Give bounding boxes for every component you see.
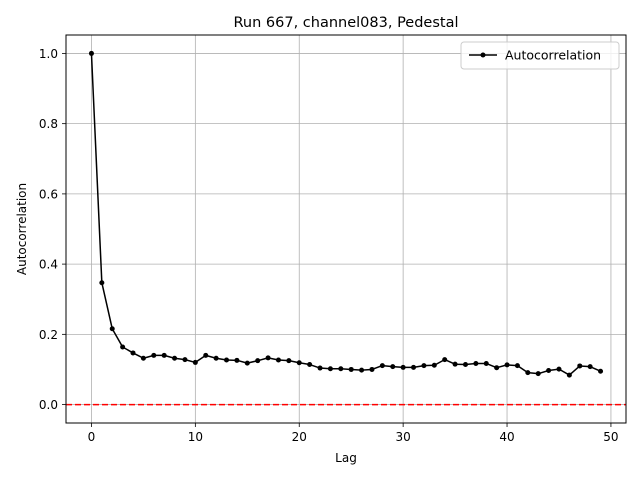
legend-box [460, 41, 620, 70]
data-point [369, 366, 375, 372]
data-point [172, 355, 178, 361]
data-point [307, 362, 313, 368]
data-point [99, 280, 105, 286]
data-point [161, 352, 167, 358]
x-tick-label: 40 [499, 430, 514, 444]
x-tick-label: 20 [292, 430, 307, 444]
data-point [120, 344, 126, 350]
data-point [224, 357, 230, 363]
data-point [452, 361, 458, 367]
legend-label: Autocorrelation [505, 48, 601, 63]
data-point [421, 363, 427, 369]
data-point [286, 358, 292, 364]
data-point [525, 370, 531, 376]
x-tick-label: 0 [88, 430, 96, 444]
data-point [88, 50, 94, 56]
legend: Autocorrelation [460, 41, 620, 70]
data-point [411, 364, 417, 370]
legend-marker-swatch [480, 52, 486, 58]
data-point [514, 363, 520, 369]
data-point [556, 366, 562, 372]
data-point [317, 365, 323, 371]
data-point [390, 364, 396, 370]
data-point [504, 362, 510, 368]
data-point [140, 355, 146, 361]
plot-area [66, 35, 626, 423]
data-point [255, 358, 261, 364]
y-tick-label: 0.4 [39, 258, 58, 272]
data-point [359, 367, 365, 373]
data-point [109, 326, 115, 332]
chart-title: Run 667, channel083, Pedestal [233, 15, 458, 31]
plot-frame [65, 34, 627, 424]
y-tick-label: 0.6 [39, 187, 58, 201]
data-point [244, 360, 250, 366]
data-point [130, 350, 136, 356]
data-point [494, 365, 500, 371]
data-point [275, 357, 281, 363]
data-point [587, 364, 593, 370]
data-point [348, 366, 354, 372]
tick-layer: 0 10 20 30 40 50 0.0 0.2 0.4 0.6 0.8 1.0 [39, 47, 619, 444]
data-point [546, 368, 552, 374]
data-point [379, 363, 385, 369]
data-point [483, 360, 489, 366]
data-point [462, 362, 468, 368]
data-point [151, 352, 157, 358]
y-tick-label: 0.0 [39, 398, 58, 412]
y-tick-label: 1.0 [39, 47, 58, 61]
data-point [442, 357, 448, 363]
data-point [535, 371, 541, 377]
data-point [192, 359, 198, 365]
y-axis-label: Autocorrelation [15, 183, 29, 275]
data-point [327, 366, 333, 372]
data-point [213, 355, 219, 361]
data-point [577, 363, 583, 369]
data-point [566, 372, 572, 378]
series-layer [88, 50, 604, 378]
data-point [296, 360, 302, 366]
data-point [431, 362, 437, 368]
data-point [203, 352, 209, 358]
data-point [182, 357, 188, 363]
x-tick-label: 10 [188, 430, 203, 444]
data-point [265, 355, 271, 361]
x-axis-label: Lag [335, 451, 357, 465]
y-tick-label: 0.2 [39, 328, 58, 342]
data-point [234, 357, 240, 363]
data-point [338, 366, 344, 372]
grid-layer [66, 35, 626, 423]
data-point [400, 364, 406, 370]
y-tick-label: 0.8 [39, 117, 58, 131]
data-point [473, 360, 479, 366]
data-point [598, 368, 604, 374]
x-tick-label: 30 [396, 430, 411, 444]
x-tick-label: 50 [603, 430, 618, 444]
